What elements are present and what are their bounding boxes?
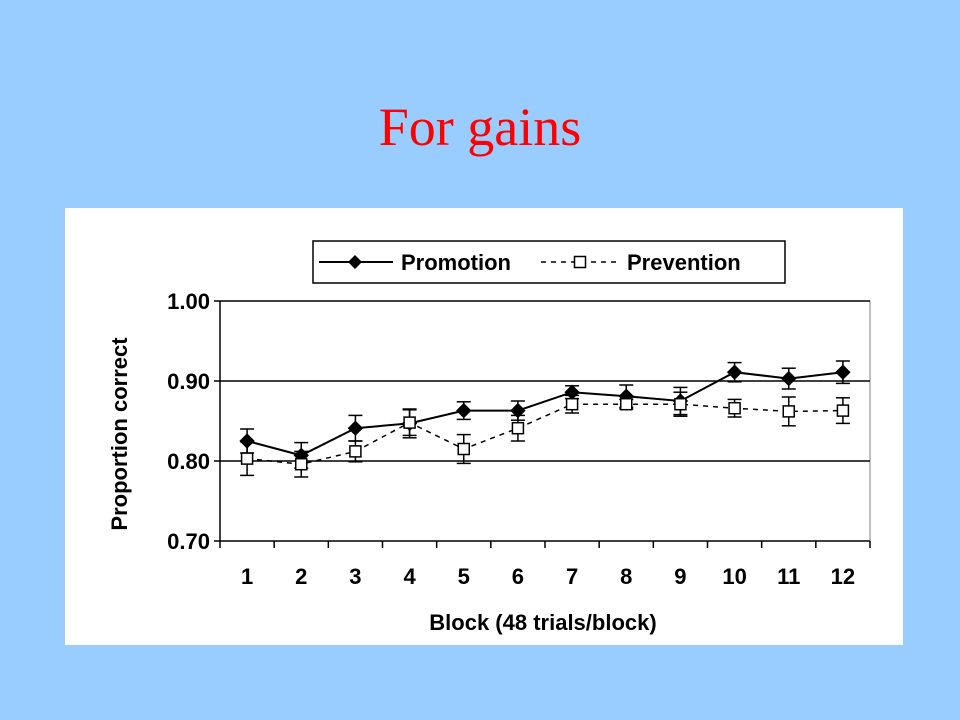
legend-marker-promotion bbox=[348, 255, 362, 269]
series-line bbox=[246, 371, 844, 457]
data-point bbox=[782, 405, 795, 418]
data-point bbox=[620, 397, 633, 411]
x-tick-label: 1 bbox=[241, 564, 253, 589]
x-tick-label: 10 bbox=[722, 564, 746, 589]
x-tick-label: 5 bbox=[458, 564, 470, 589]
x-tick-label: 2 bbox=[295, 564, 307, 589]
x-tick-label: 11 bbox=[777, 564, 800, 589]
data-point bbox=[565, 397, 579, 411]
x-tick-label: 4 bbox=[403, 564, 416, 589]
x-tick-label: 7 bbox=[566, 564, 578, 589]
data-point bbox=[511, 421, 525, 435]
data-point bbox=[349, 445, 362, 458]
series-prevention bbox=[240, 391, 850, 478]
data-point bbox=[726, 364, 743, 380]
x-tick-label: 6 bbox=[512, 564, 524, 589]
legend-label-prevention: Prevention bbox=[627, 250, 741, 275]
x-tick-label: 8 bbox=[620, 564, 632, 589]
legend-label-promotion: Promotion bbox=[401, 250, 511, 275]
y-tick-label: 1.00 bbox=[167, 289, 210, 314]
y-tick-label: 0.90 bbox=[167, 369, 210, 394]
x-tick-label: 12 bbox=[831, 564, 855, 589]
y-axis-title: Proportion correct bbox=[107, 337, 132, 531]
plot-area-frame bbox=[219, 300, 871, 542]
x-axis-title: Block (48 trials/block) bbox=[429, 610, 656, 635]
x-tick-label: 9 bbox=[674, 564, 686, 589]
data-point bbox=[295, 457, 308, 471]
y-tick-label: 0.80 bbox=[167, 449, 210, 474]
data-point bbox=[674, 397, 687, 411]
data-point bbox=[457, 442, 470, 456]
x-tick-label: 3 bbox=[349, 564, 361, 589]
data-point bbox=[835, 364, 851, 380]
legend-marker-prevention bbox=[573, 255, 587, 269]
series-promotion bbox=[239, 360, 851, 469]
data-point bbox=[403, 416, 416, 429]
series-line bbox=[247, 403, 843, 465]
data-point bbox=[240, 452, 254, 465]
chart-panel: 0.70 0.80 0.90 1.00 1 2 3 4 5 6 7 8 9 10 11 12 Promotio… bbox=[65, 208, 903, 645]
data-point bbox=[347, 420, 364, 436]
data-point bbox=[456, 402, 472, 419]
data-point bbox=[781, 370, 797, 387]
chart: 0.700.800.901.001 2 3 4 5 6 7 8 9 10 11 12 Promotio… bbox=[107, 240, 871, 635]
data-point bbox=[836, 404, 850, 417]
y-tick-label: 0.70 bbox=[167, 529, 210, 554]
data-point bbox=[728, 401, 741, 415]
slide-title: For gains bbox=[378, 97, 582, 157]
